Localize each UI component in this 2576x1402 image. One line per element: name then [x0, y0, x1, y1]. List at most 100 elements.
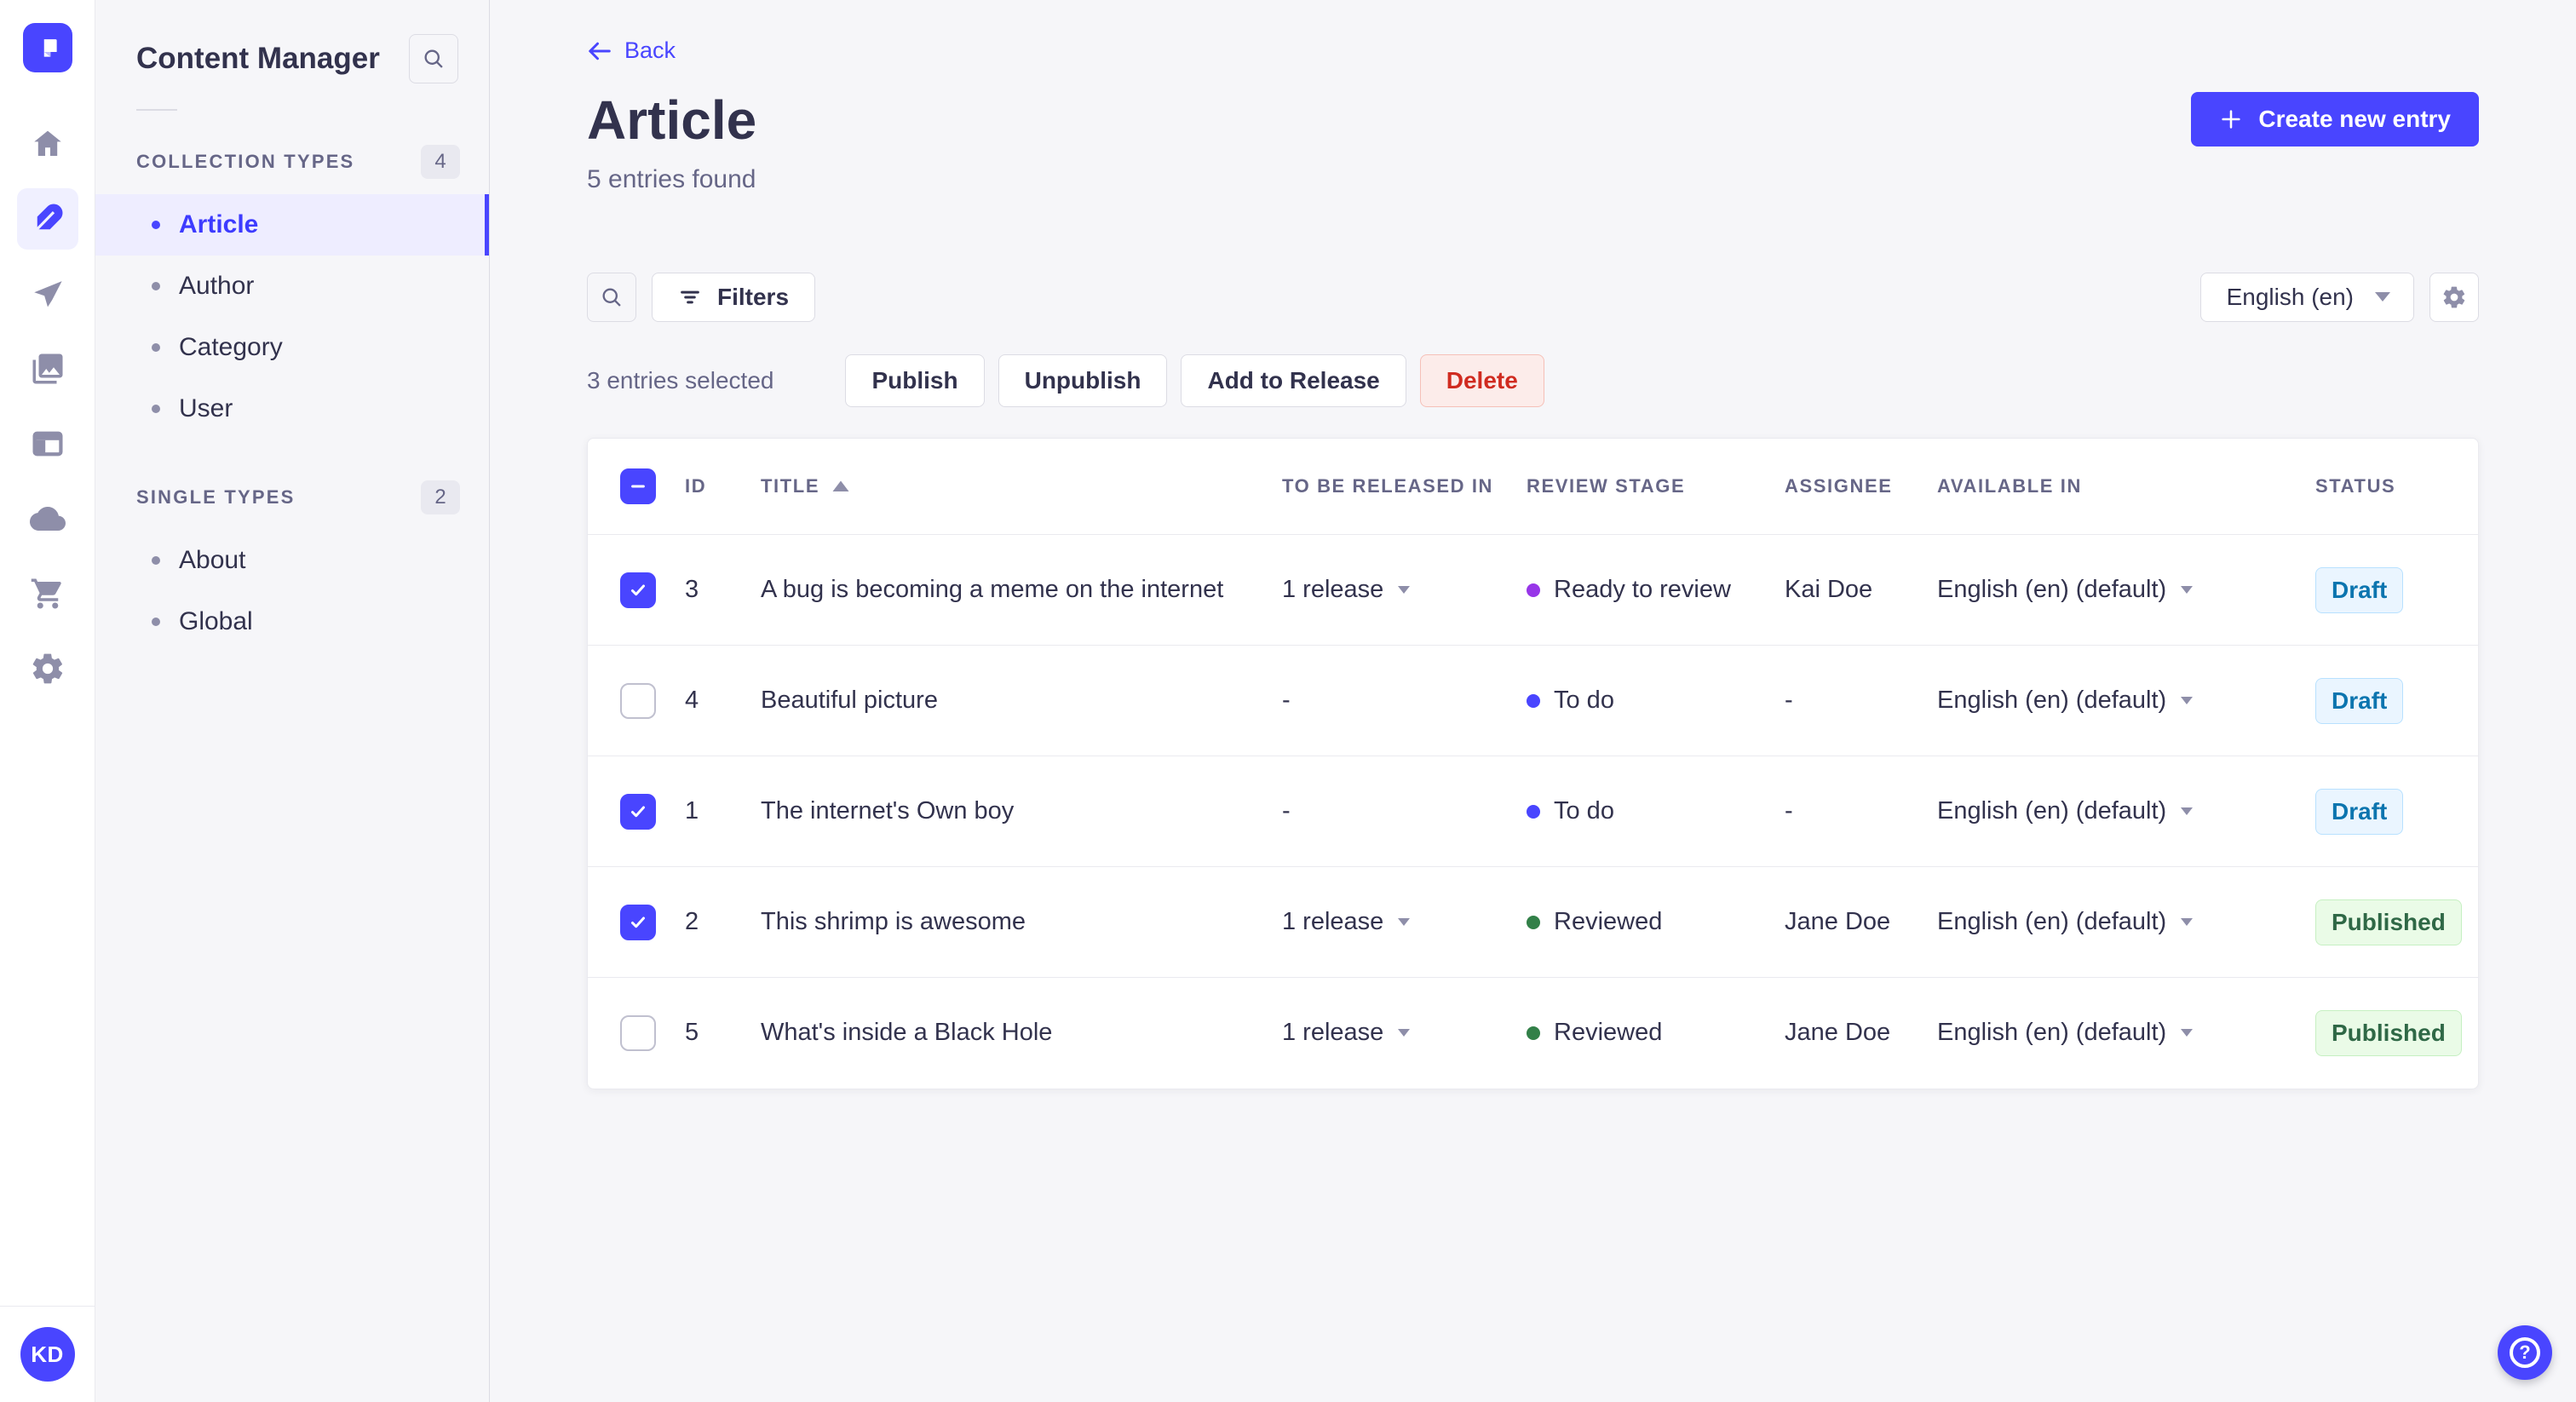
- chevron-down-icon: [1398, 1029, 1411, 1037]
- cell-assignee: Jane Doe: [1785, 977, 1937, 1089]
- sidebar-item-author[interactable]: Author: [95, 256, 489, 317]
- single-types-section: SINGLE TYPES 2 About Global: [95, 480, 489, 652]
- chevron-down-icon: [2181, 1029, 2194, 1037]
- filter-icon: [681, 290, 699, 303]
- sidebar-search-button[interactable]: [409, 34, 458, 83]
- cell-title: Beautiful picture: [761, 645, 1282, 756]
- media-library-icon[interactable]: [17, 338, 78, 399]
- select-all-checkbox[interactable]: [620, 468, 656, 504]
- home-icon[interactable]: [17, 113, 78, 175]
- cell-status: Published: [2315, 977, 2478, 1089]
- row-checkbox[interactable]: [620, 682, 656, 719]
- row-checkbox[interactable]: [620, 793, 656, 830]
- shopping-cart-icon[interactable]: [17, 563, 78, 624]
- sidebar-item-global[interactable]: Global: [95, 591, 489, 652]
- table-row[interactable]: 1 The internet's Own boy - To do - Engli…: [588, 756, 2478, 867]
- cell-review-stage: Reviewed: [1527, 866, 1785, 978]
- nav-rail: KD: [0, 0, 95, 1402]
- cell-release: 1 release: [1282, 866, 1527, 978]
- bullet-icon: [152, 618, 160, 626]
- table-row[interactable]: 2 This shrimp is awesome 1 release Revie…: [588, 866, 2478, 978]
- cell-id: 2: [685, 866, 761, 978]
- chevron-down-icon: [2375, 292, 2390, 302]
- cell-available-in: English (en) (default): [1937, 977, 2315, 1089]
- collection-types-label: COLLECTION TYPES: [136, 151, 355, 172]
- stage-dot-icon: [1527, 915, 1540, 929]
- table-row[interactable]: 3 A bug is becoming a meme on the intern…: [588, 534, 2478, 646]
- column-header-release[interactable]: TO BE RELEASED IN: [1282, 474, 1494, 497]
- column-header-available[interactable]: AVAILABLE IN: [1937, 474, 2082, 497]
- gear-icon[interactable]: [17, 638, 78, 699]
- toolbar: Filters English (en): [587, 272, 2479, 322]
- sort-ascending-icon: [832, 480, 849, 492]
- collection-types-count: 4: [421, 145, 460, 179]
- rail-footer: KD: [0, 1306, 95, 1402]
- feather-icon[interactable]: [16, 188, 78, 250]
- cell-status: Draft: [2315, 756, 2478, 867]
- sidebar-item-about[interactable]: About: [95, 530, 489, 591]
- page-title: Article: [587, 89, 757, 151]
- cell-status: Draft: [2315, 645, 2478, 756]
- paper-plane-icon[interactable]: [17, 263, 78, 325]
- chevron-down-icon: [2181, 697, 2194, 704]
- cell-status: Draft: [2315, 534, 2478, 646]
- help-button[interactable]: ?: [2498, 1325, 2552, 1380]
- entries-table: ID TITLE TO BE RELEASED IN REVIEW STAGE …: [588, 439, 2478, 1089]
- column-header-id[interactable]: ID: [685, 474, 707, 497]
- cloud-icon[interactable]: [17, 488, 78, 549]
- unpublish-button[interactable]: Unpublish: [998, 353, 1168, 407]
- back-link[interactable]: Back: [587, 37, 676, 64]
- arrow-left-icon: [589, 42, 611, 60]
- single-types-count: 2: [421, 480, 460, 514]
- table-row[interactable]: 4 Beautiful picture - To do - English (e…: [588, 645, 2478, 756]
- publish-button[interactable]: Publish: [845, 353, 985, 407]
- cell-id: 5: [685, 977, 761, 1089]
- create-new-entry-button[interactable]: Create new entry: [2191, 91, 2479, 147]
- column-header-assignee[interactable]: ASSIGNEE: [1785, 474, 1893, 497]
- filters-button[interactable]: Filters: [652, 272, 816, 322]
- sidebar-item-user[interactable]: User: [95, 378, 489, 440]
- row-checkbox[interactable]: [620, 1014, 656, 1051]
- row-checkbox[interactable]: [620, 904, 656, 940]
- cell-review-stage: Reviewed: [1527, 977, 1785, 1089]
- cell-review-stage: Ready to review: [1527, 534, 1785, 646]
- chevron-down-icon: [2181, 807, 2194, 815]
- chevron-down-icon: [2181, 586, 2194, 594]
- user-avatar[interactable]: KD: [20, 1327, 75, 1382]
- cell-available-in: English (en) (default): [1937, 866, 2315, 978]
- search-icon[interactable]: [587, 272, 636, 322]
- row-checkbox[interactable]: [620, 572, 656, 608]
- cell-status: Published: [2315, 866, 2478, 978]
- view-settings-gear-icon[interactable]: [2429, 272, 2479, 322]
- sidebar-item-category[interactable]: Category: [95, 317, 489, 378]
- strapi-logo-icon[interactable]: [22, 23, 72, 72]
- cell-title: What's inside a Black Hole: [761, 977, 1282, 1089]
- cell-assignee: -: [1785, 645, 1937, 756]
- status-badge: Draft: [2315, 566, 2404, 613]
- sidebar-divider: [136, 109, 177, 111]
- cell-id: 3: [685, 534, 761, 646]
- locale-select[interactable]: English (en): [2199, 272, 2414, 322]
- stage-dot-icon: [1527, 583, 1540, 597]
- bullet-icon: [152, 405, 160, 413]
- entries-count: 5 entries found: [587, 164, 756, 193]
- main-content: Back Article 5 entries found Create new …: [490, 0, 2576, 1402]
- column-header-stage[interactable]: REVIEW STAGE: [1527, 474, 1686, 497]
- cell-title: The internet's Own boy: [761, 756, 1282, 867]
- add-to-release-button[interactable]: Add to Release: [1181, 353, 1406, 407]
- bullet-icon: [152, 556, 160, 565]
- cell-assignee: Kai Doe: [1785, 534, 1937, 646]
- column-header-title[interactable]: TITLE: [761, 439, 1282, 535]
- column-header-status[interactable]: STATUS: [2315, 474, 2396, 497]
- layout-icon[interactable]: [17, 413, 78, 474]
- cell-release: 1 release: [1282, 534, 1527, 646]
- table-row[interactable]: 5 What's inside a Black Hole 1 release R…: [588, 977, 2478, 1089]
- single-types-label: SINGLE TYPES: [136, 486, 296, 508]
- status-badge: Published: [2315, 899, 2462, 945]
- cell-release: -: [1282, 756, 1527, 867]
- cell-assignee: -: [1785, 756, 1937, 867]
- delete-button[interactable]: Delete: [1419, 353, 1544, 407]
- rail-icon-list: [16, 113, 78, 699]
- sidebar-item-article[interactable]: Article: [95, 194, 489, 256]
